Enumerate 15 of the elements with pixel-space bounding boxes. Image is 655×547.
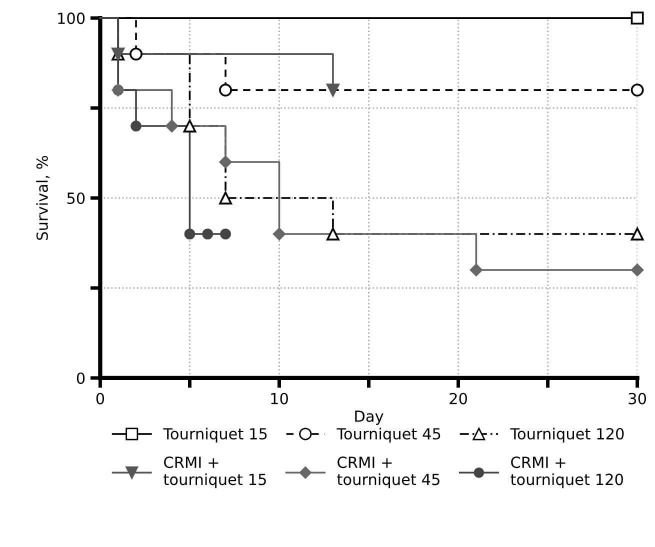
y-axis-title: Survival, % xyxy=(36,156,50,240)
legend-label: Tourniquet 120 xyxy=(510,428,624,443)
legend-label: CRMI + tourniquet 45 xyxy=(337,456,440,488)
y-tick-label: 100 xyxy=(58,12,85,24)
x-tick-label: 20 xyxy=(450,392,467,404)
legend-label: CRMI + tourniquet 120 xyxy=(510,456,623,488)
x-tick-label: 10 xyxy=(271,392,288,404)
legend-label: Tourniquet 15 xyxy=(163,428,267,443)
y-tick-label: 50 xyxy=(67,192,85,204)
legend-label: Tourniquet 45 xyxy=(336,428,440,443)
x-tick-label: 0 xyxy=(96,392,104,404)
legend-label: CRMI + tourniquet 15 xyxy=(164,456,266,488)
y-tick-label: 0 xyxy=(76,372,85,384)
x-tick-label: 30 xyxy=(628,392,646,404)
x-axis-title: Day xyxy=(355,410,384,425)
